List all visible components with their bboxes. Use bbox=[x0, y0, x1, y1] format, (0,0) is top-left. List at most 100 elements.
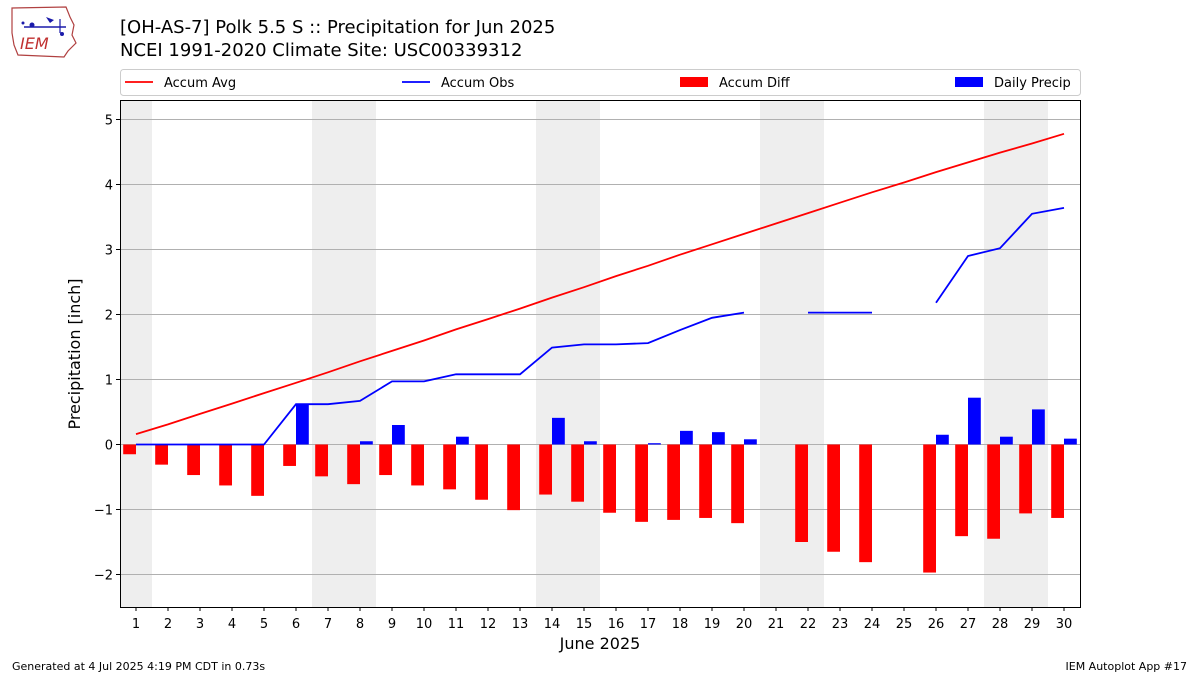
xtick-label: 9 bbox=[388, 617, 396, 632]
legend-label-daily-precip: Daily Precip bbox=[994, 76, 1071, 91]
accum-diff-bar bbox=[827, 444, 840, 552]
accum-diff-bar bbox=[1019, 444, 1032, 514]
daily-precip-bar bbox=[552, 417, 565, 445]
xtick-label: 6 bbox=[292, 617, 300, 632]
xtick-label: 7 bbox=[324, 617, 332, 632]
ytick-label: 2 bbox=[105, 309, 113, 324]
accum-diff-bar bbox=[987, 444, 1000, 539]
ytick-label: 3 bbox=[105, 244, 113, 259]
plot-frame bbox=[120, 100, 1081, 608]
xtick-label: 5 bbox=[260, 617, 268, 632]
x-axis-ticks: 1 2 3 4 5 6 7 8 9 10 11 12 13 14 15 16 17 18 19 20 21 22 23 24 2… bbox=[132, 607, 1072, 632]
xtick-label: 8 bbox=[356, 617, 364, 632]
chart-subtitle: NCEI 1991-2020 Climate Site: USC00339312 bbox=[120, 40, 523, 61]
xtick-label: 24 bbox=[864, 617, 881, 632]
accum-diff-bar bbox=[219, 444, 232, 486]
xtick-label: 18 bbox=[672, 617, 689, 632]
legend-label-accum-diff: Accum Diff bbox=[719, 76, 791, 91]
weekend-band-4 bbox=[984, 100, 1048, 607]
accum-diff-bar bbox=[443, 444, 456, 490]
accum-diff-bar bbox=[539, 444, 552, 495]
y-axis-label: Precipitation [inch] bbox=[65, 278, 84, 429]
xtick-label: 26 bbox=[928, 617, 945, 632]
accum-obs-line bbox=[935, 207, 1065, 304]
ytick-label: 1 bbox=[105, 374, 113, 389]
y-axis-ticks: −2 −1 0 1 2 3 4 5 bbox=[94, 114, 120, 584]
xtick-label: 21 bbox=[768, 617, 785, 632]
xtick-label: 12 bbox=[480, 617, 497, 632]
accum-diff-bar bbox=[1051, 444, 1064, 518]
xtick-label: 22 bbox=[800, 617, 817, 632]
gridlines bbox=[120, 119, 1080, 575]
chart-title: [OH-AS-7] Polk 5.5 S :: Precipitation fo… bbox=[120, 17, 556, 38]
accum-diff-bar bbox=[603, 444, 616, 513]
daily-precip-bar bbox=[456, 436, 469, 445]
app-credit: IEM Autoplot App #17 bbox=[1065, 660, 1188, 673]
daily-precip-bar bbox=[296, 404, 309, 445]
daily-precip-bar bbox=[1064, 438, 1077, 445]
legend-swatch-accum-diff bbox=[680, 77, 708, 87]
xtick-label: 20 bbox=[736, 617, 753, 632]
accum-diff-bar bbox=[507, 444, 520, 511]
daily-precip-bar bbox=[680, 430, 693, 445]
xtick-label: 30 bbox=[1056, 617, 1073, 632]
xtick-label: 17 bbox=[640, 617, 657, 632]
accum-diff-bar bbox=[155, 444, 168, 465]
accum-diff-bar bbox=[699, 444, 712, 518]
ytick-label: 5 bbox=[105, 114, 113, 129]
xtick-label: 2 bbox=[164, 617, 172, 632]
ytick-label: −2 bbox=[94, 569, 113, 584]
daily-precip-bar bbox=[584, 441, 597, 445]
xtick-label: 16 bbox=[608, 617, 625, 632]
daily-precip-bar bbox=[392, 425, 405, 445]
accum-diff-bar bbox=[859, 444, 872, 563]
accum-diff-bar bbox=[795, 444, 808, 542]
accum-diff-bar bbox=[315, 444, 328, 477]
accum-diff-bar bbox=[571, 444, 584, 502]
accum-obs-line bbox=[136, 311, 745, 446]
accum-diff-bar bbox=[347, 444, 360, 485]
xtick-label: 11 bbox=[448, 617, 465, 632]
xtick-label: 3 bbox=[196, 617, 204, 632]
accum-diff-bar bbox=[635, 444, 648, 522]
generated-timestamp: Generated at 4 Jul 2025 4:19 PM CDT in 0… bbox=[12, 660, 266, 673]
accum-avg-line bbox=[135, 132, 1065, 435]
accum-diff-bar bbox=[379, 444, 392, 476]
legend-label-accum-avg: Accum Avg bbox=[164, 76, 236, 91]
daily-precip-bar bbox=[1032, 409, 1045, 445]
daily-precip-bar bbox=[744, 439, 757, 445]
xtick-label: 27 bbox=[960, 617, 977, 632]
accum-diff-bar bbox=[251, 444, 264, 496]
xtick-label: 29 bbox=[1024, 617, 1041, 632]
x-axis-label: June 2025 bbox=[559, 634, 641, 653]
accum-diff-bar bbox=[187, 444, 200, 476]
xtick-label: 15 bbox=[576, 617, 593, 632]
xtick-label: 10 bbox=[416, 617, 433, 632]
lines bbox=[135, 132, 1065, 446]
weekend-band-1 bbox=[312, 100, 376, 607]
accum-diff-bar bbox=[283, 444, 296, 466]
xtick-label: 4 bbox=[228, 617, 236, 632]
accum-diff-bar bbox=[667, 444, 680, 520]
xtick-label: 19 bbox=[704, 617, 721, 632]
weekend-band-3 bbox=[760, 100, 824, 607]
accum-diff-bar bbox=[923, 444, 936, 573]
daily-precip-bar bbox=[648, 443, 661, 445]
ytick-label: 0 bbox=[105, 439, 113, 454]
xtick-label: 23 bbox=[832, 617, 849, 632]
weekend-band-2 bbox=[536, 100, 600, 607]
xtick-label: 28 bbox=[992, 617, 1009, 632]
weekend-band-0 bbox=[120, 100, 152, 607]
xtick-label: 25 bbox=[896, 617, 913, 632]
iem-logo-text: IEM bbox=[20, 34, 49, 53]
daily-precip-bar bbox=[968, 397, 981, 445]
legend-label-accum-obs: Accum Obs bbox=[441, 76, 514, 91]
accum-diff-bar bbox=[731, 444, 744, 524]
xtick-label: 1 bbox=[132, 617, 140, 632]
bars bbox=[123, 397, 1077, 573]
ytick-label: 4 bbox=[105, 179, 113, 194]
xtick-label: 13 bbox=[512, 617, 529, 632]
iem-logo: IEM bbox=[11, 6, 77, 58]
accum-diff-bar bbox=[123, 444, 136, 455]
accum-diff-bar bbox=[475, 444, 488, 500]
